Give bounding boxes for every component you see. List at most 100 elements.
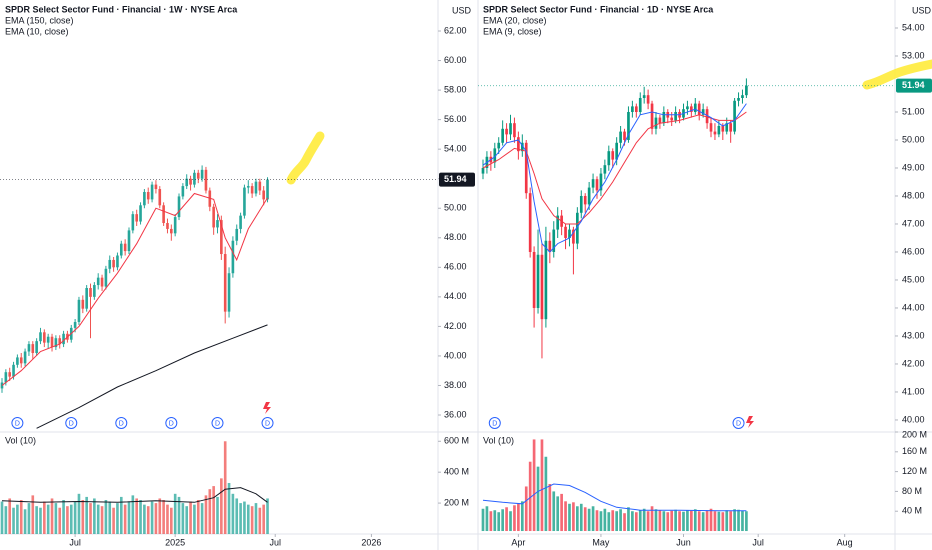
candle-body — [12, 364, 15, 377]
volume-bar — [154, 503, 158, 534]
candle-body — [189, 178, 192, 185]
volume-bar — [705, 510, 709, 532]
last-price-box — [439, 172, 475, 187]
candle-body — [43, 332, 46, 343]
volume-bar — [39, 507, 42, 534]
volume-bar — [560, 493, 563, 532]
volume-bar — [579, 503, 583, 532]
volume-bar — [642, 508, 646, 532]
candle-body — [39, 332, 42, 342]
earnings-icon — [746, 416, 754, 428]
volume-bar — [745, 511, 748, 532]
dividend-label: D — [492, 420, 497, 427]
candle-body — [721, 125, 725, 132]
candle-body — [96, 277, 100, 286]
volume-bar — [96, 504, 100, 534]
volume-bar — [23, 509, 27, 534]
last-price-label: 51.94 — [444, 174, 467, 184]
volume-bar — [725, 510, 729, 532]
volume-bar — [258, 507, 262, 534]
candle-body — [693, 103, 697, 112]
candle-body — [701, 109, 705, 115]
x-tick-label: 2025 — [165, 537, 185, 547]
candle-body — [697, 103, 701, 115]
volume-bar — [623, 513, 626, 532]
volume-bar — [193, 504, 196, 534]
candle-body — [258, 181, 262, 191]
volume-bar — [266, 498, 269, 534]
y-tick-label: 45.00 — [902, 274, 925, 284]
volume-bar — [170, 507, 173, 534]
candle-body — [8, 372, 12, 377]
candle-body — [741, 95, 744, 98]
candle-body — [733, 100, 736, 132]
candle-body — [162, 205, 165, 224]
candle-body — [686, 106, 689, 110]
volume-bar — [43, 501, 46, 534]
indicator-line — [36, 324, 268, 429]
volume-bar — [216, 496, 219, 534]
volume-bar — [627, 507, 630, 532]
candle-body — [223, 254, 227, 312]
candle-body — [650, 103, 654, 129]
volume-bar — [200, 503, 204, 534]
candle-body — [193, 172, 196, 185]
volume-bar — [181, 503, 185, 534]
indicator-line — [1, 192, 268, 386]
highlight-stroke — [286, 131, 325, 185]
candle-body — [481, 167, 485, 174]
volume-bar — [73, 501, 77, 534]
candle-body — [536, 254, 540, 308]
candle-body — [73, 321, 77, 328]
candle-body — [524, 142, 528, 194]
volume-bar — [27, 503, 31, 534]
volume-bar — [62, 500, 65, 534]
earnings-icon — [263, 402, 271, 414]
dividend-label: D — [169, 420, 174, 427]
volume-bar — [599, 511, 603, 532]
volume-bar — [185, 506, 189, 534]
candle-body — [568, 229, 571, 238]
dividend-marker — [732, 417, 745, 429]
candle-body — [634, 106, 638, 112]
candle-body — [583, 195, 587, 205]
candle-body — [509, 123, 512, 135]
volume-bar — [650, 506, 654, 532]
candle-body — [611, 151, 615, 160]
candle-body — [266, 179, 269, 200]
volume-bar — [77, 493, 81, 534]
volume-bar — [697, 511, 701, 532]
candle-body — [638, 97, 642, 112]
dividend-label: D — [736, 420, 741, 427]
candle-body — [81, 299, 85, 309]
volume-bar — [520, 501, 524, 532]
candle-body — [135, 214, 138, 222]
volume-bar — [0, 501, 4, 534]
volume-bar — [682, 511, 685, 532]
y-tick-label: 48.00 — [444, 232, 467, 242]
candle-body — [100, 277, 104, 287]
candle-body — [77, 299, 81, 322]
volume-bar — [556, 496, 560, 532]
volume-bar — [208, 489, 212, 534]
volume-bar — [587, 508, 591, 532]
volume-bar — [721, 512, 725, 532]
candle-body — [607, 151, 611, 166]
candle-body — [166, 223, 169, 229]
volume-bar — [489, 511, 493, 532]
volume-bar — [112, 507, 115, 534]
candle-body — [544, 240, 548, 320]
chart-title: SPDR Select Sector Fund · Financial · 1D… — [483, 4, 714, 14]
volume-bar — [638, 510, 642, 532]
candle-body — [674, 111, 677, 121]
y-tick-label: 36.00 — [444, 409, 467, 419]
x-tick-label: 2026 — [361, 537, 381, 547]
volume-bar — [50, 498, 54, 534]
volume-bar — [536, 466, 540, 532]
indicator-legend: EMA (9, close) — [483, 26, 542, 36]
candle-body — [623, 131, 626, 140]
indicator-legend: EMA (150, close) — [5, 15, 74, 25]
dividend-marker — [211, 417, 224, 429]
y-tick-label: 50.00 — [444, 203, 467, 213]
